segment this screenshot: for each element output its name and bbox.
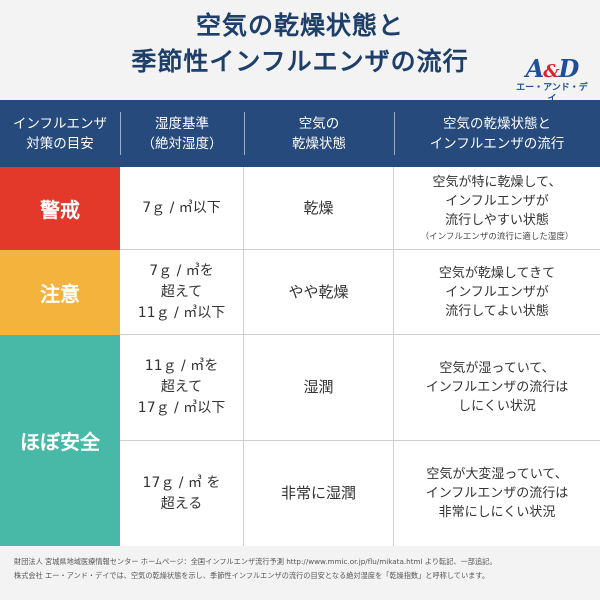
table-row: 7ｇ / ㎥以下 乾燥 空気が特に乾燥して、 インフルエンザが 流行しやすい状態…	[120, 167, 600, 250]
table-row: 11ｇ / ㎥を 超えて 17ｇ / ㎥以下 湿潤 空気が湿っていて、 インフル…	[120, 335, 600, 441]
footer-notes: 財団法人 宮城県地域医療情報センター ホームページ：全国インフルエンザ流行予測 …	[14, 555, 590, 583]
table-header: インフルエンザ 対策の目安 湿度基準 （絶対湿度） 空気の 乾燥状態 空気の乾燥状態と…	[0, 100, 600, 167]
footer-source-line: 財団法人 宮城県地域医療情報センター ホームページ：全国インフルエンザ流行予測 …	[14, 557, 497, 566]
header-divider	[394, 112, 395, 155]
dryness-state-cell: 非常に湿潤	[244, 441, 394, 546]
band-safe: ほぼ安全	[0, 335, 120, 546]
header-divider	[120, 112, 121, 155]
company-logo: A&D エー・アンド・デイ	[516, 54, 588, 105]
table-row: 17ｇ / ㎥ を 超える 非常に湿潤 空気が大変湿っていて、 インフルエンザの…	[120, 441, 600, 546]
logo-mark: A&D	[525, 54, 580, 83]
page-title-line-2: 季節性インフルエンザの流行	[131, 47, 469, 76]
band-caution: 注意	[0, 250, 120, 335]
humidity-table: インフルエンザ 対策の目安 湿度基準 （絶対湿度） 空気の 乾燥状態 空気の乾燥状態と…	[0, 100, 600, 546]
humidity-standard-cell: 7ｇ / ㎥を 超えて 11ｇ / ㎥以下	[120, 250, 244, 334]
humidity-standard-cell: 11ｇ / ㎥を 超えて 17ｇ / ㎥以下	[120, 335, 244, 440]
dryness-state-cell: やや乾燥	[244, 250, 394, 334]
flu-description-cell: 空気が乾燥してきて インフルエンザが 流行してよい状態	[438, 265, 556, 319]
flu-note: （インフルエンザの流行に適した湿度）	[420, 231, 574, 242]
header-guideline: インフルエンザ 対策の目安	[12, 115, 108, 152]
page-title-line-1: 空気の乾燥状態と	[195, 11, 404, 40]
dryness-state-cell: 湿潤	[244, 335, 394, 440]
dryness-state-cell: 乾燥	[244, 167, 394, 249]
header-divider	[244, 112, 245, 155]
humidity-standard-cell: 7ｇ / ㎥以下	[120, 167, 244, 249]
flu-description-cell: 空気が大変湿っていて、 インフルエンザの流行は 非常にしにくい状況	[425, 467, 569, 520]
header-humidity-standard: 湿度基準 （絶対湿度）	[141, 115, 223, 152]
flu-description-cell: 空気が特に乾燥して、 インフルエンザが 流行しやすい状態 （インフルエンザの流行…	[420, 174, 574, 242]
header-dryness-and-flu: 空気の乾燥状態と インフルエンザの流行	[429, 115, 565, 152]
logo-subtext: エー・アンド・デイ	[516, 83, 588, 104]
band-warning: 警戒	[0, 167, 120, 250]
title-block: 空気の乾燥状態と 季節性インフルエンザの流行	[0, 8, 600, 96]
footer-company-line: 株式会社 エー・アンド・デイでは、空気の乾燥状態を示し、季節性インフルエンザの流…	[14, 571, 490, 580]
header-dryness-state: 空気の 乾燥状態	[292, 115, 346, 152]
table-row: 7ｇ / ㎥を 超えて 11ｇ / ㎥以下 やや乾燥 空気が乾燥してきて インフ…	[120, 250, 600, 335]
humidity-standard-cell: 17ｇ / ㎥ を 超える	[120, 441, 244, 546]
flu-description-cell: 空気が湿っていて、 インフルエンザの流行は しにくい状況	[425, 361, 569, 414]
